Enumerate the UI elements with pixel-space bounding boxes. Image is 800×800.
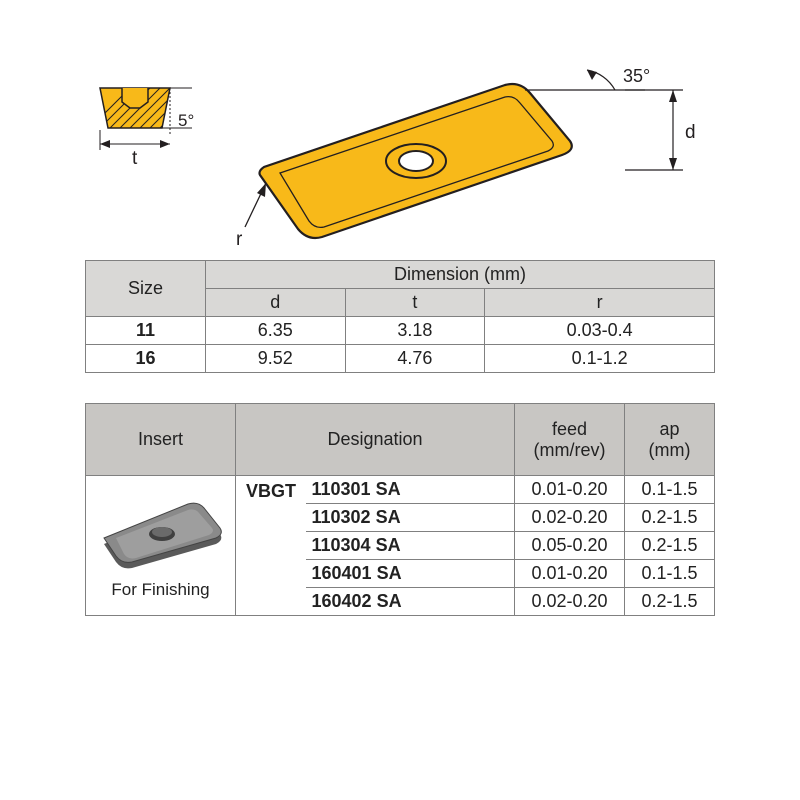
table-row: 11 6.35 3.18 0.03-0.4 <box>86 317 715 345</box>
finishing-label: For Finishing <box>92 570 229 600</box>
col-r: r <box>485 289 715 317</box>
col-t: t <box>345 289 485 317</box>
table-row: For Finishing VBGT 110301 SA 0.01-0.20 0… <box>86 476 715 504</box>
insert-header: Insert <box>86 404 236 476</box>
t-label: t <box>132 148 138 169</box>
col-d: d <box>206 289 346 317</box>
clearance-label: 5° <box>178 111 194 130</box>
ap-header: ap (mm) <box>625 404 715 476</box>
r-label: r <box>236 229 243 250</box>
angle-label: 35° <box>623 66 650 86</box>
insert-cell: For Finishing <box>86 476 236 616</box>
table-row: 16 9.52 4.76 0.1-1.2 <box>86 345 715 373</box>
designation-table: Insert Designation feed (mm/rev) ap (mm)… <box>85 403 715 616</box>
d-label: d <box>685 122 696 143</box>
designation-header: Designation <box>236 404 515 476</box>
feed-header: feed (mm/rev) <box>515 404 625 476</box>
insert-diagram: 5° t r 35° <box>85 60 715 250</box>
type-cell: VBGT <box>236 476 306 616</box>
dimension-header: Dimension (mm) <box>206 261 715 289</box>
dimension-table: Size Dimension (mm) d t r 11 6.35 3.18 0… <box>85 260 715 373</box>
content-wrap: 5° t r 35° <box>0 0 800 656</box>
insert-icon <box>96 500 226 570</box>
size-header: Size <box>86 261 206 317</box>
